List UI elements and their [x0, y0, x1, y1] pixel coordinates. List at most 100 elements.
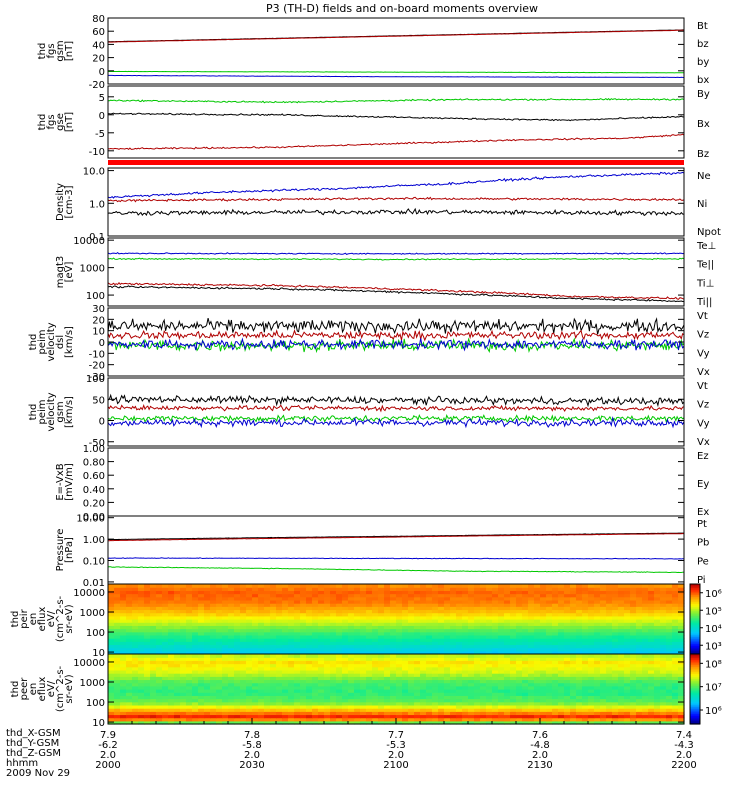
colorbar-cell — [690, 706, 700, 709]
spectrogram-cell — [108, 603, 115, 607]
spectrogram-cell — [348, 612, 355, 617]
spectrogram-cell — [558, 657, 565, 661]
spectrogram-cell — [294, 692, 301, 696]
spectrogram-cell — [576, 622, 583, 626]
spectrogram-cell — [414, 679, 421, 684]
spectrogram-cell — [570, 584, 577, 588]
spectrogram-cell — [618, 708, 625, 712]
spectrogram-cell — [402, 698, 409, 703]
spectrogram-cell — [150, 631, 157, 636]
spectrogram-cell — [582, 606, 589, 611]
spectrogram-cell — [246, 619, 253, 623]
spectrogram-cell — [174, 622, 181, 626]
spectrogram-cell — [498, 669, 505, 674]
series-line-Bx — [107, 112, 685, 122]
spectrogram-cell — [438, 720, 445, 725]
spectrogram-cell — [186, 676, 193, 681]
spectrogram-cell — [360, 660, 367, 665]
spectrogram-cell — [564, 606, 571, 611]
spectrogram-cell — [366, 628, 373, 633]
spectrogram-cell — [480, 625, 487, 630]
spectrogram-cell — [120, 615, 127, 620]
spectrogram-cell — [306, 609, 313, 614]
spectrogram-cell — [522, 682, 529, 687]
spectrogram-cell — [456, 593, 463, 598]
spectrogram-cell — [420, 682, 427, 687]
spectrogram-cell — [582, 628, 589, 633]
spectrogram-cell — [432, 660, 439, 665]
spectrogram-cell — [432, 720, 439, 725]
spectrogram-cell — [444, 650, 451, 655]
spectrogram-cell — [282, 584, 289, 588]
spectrogram-cell — [342, 609, 349, 614]
spectrogram-cell — [108, 701, 115, 706]
spectrogram-cell — [462, 657, 469, 661]
spectrogram-cell — [216, 631, 223, 636]
spectrogram-cell — [300, 641, 307, 646]
spectrogram-cell — [384, 676, 391, 681]
spectrogram-cell — [294, 676, 301, 681]
spectrogram-cell — [492, 650, 499, 655]
spectrogram-cell — [594, 669, 601, 674]
spectrogram-cell — [198, 596, 205, 601]
spectrogram-cell — [222, 676, 229, 681]
spectrogram-cell — [150, 666, 157, 671]
spectrogram-cell — [450, 666, 457, 671]
spectrogram-cell — [600, 663, 607, 668]
spectrogram-cell — [306, 634, 313, 639]
spectrogram-cell — [462, 704, 469, 709]
spectrogram-cell — [636, 615, 643, 620]
spectrogram-cell — [360, 698, 367, 703]
spectrogram-cell — [378, 689, 385, 693]
spectrogram-cell — [630, 647, 637, 652]
spectrogram-cell — [492, 599, 499, 604]
spectrogram-cell — [342, 695, 349, 700]
spectrogram-cell — [240, 612, 247, 617]
spectrogram-cell — [510, 615, 517, 620]
spectrogram-cell — [276, 669, 283, 674]
spectrogram-cell — [366, 622, 373, 626]
spectrogram-cell — [528, 704, 535, 709]
spectrogram-cell — [240, 634, 247, 639]
spectrogram-cell — [582, 641, 589, 646]
spectrogram-cell — [486, 622, 493, 626]
spectrogram-cell — [492, 695, 499, 700]
spectrogram-cell — [552, 720, 559, 725]
spectrogram-cell — [576, 644, 583, 649]
spectrogram-cell — [324, 673, 331, 677]
spectrogram-cell — [312, 587, 319, 591]
spectrogram-cell — [468, 669, 475, 674]
spectrogram-cell — [558, 676, 565, 681]
spectrogram-cell — [204, 663, 211, 668]
spectrogram-cell — [480, 644, 487, 649]
spectrogram-cell — [390, 596, 397, 601]
spectrogram-cell — [420, 609, 427, 614]
spectrogram-cell — [624, 666, 631, 671]
spectrogram-cell — [360, 606, 367, 611]
colorbar-cell — [690, 594, 700, 597]
spectrogram-cell — [396, 615, 403, 620]
series-line-Bz — [107, 133, 685, 151]
spectrogram-cell — [462, 679, 469, 684]
spectrogram-cell — [492, 717, 499, 722]
spectrogram-cell — [510, 625, 517, 630]
y-tick-label: 100 — [86, 291, 105, 302]
spectrogram-cell — [630, 650, 637, 655]
y-axis-label: peim — [37, 399, 48, 424]
spectrogram-cell — [546, 650, 553, 655]
spectrogram-cell — [546, 689, 553, 693]
spectrogram-cell — [570, 669, 577, 674]
spectrogram-cell — [426, 654, 433, 658]
spectrogram-cell — [108, 647, 115, 652]
spectrogram-cell — [462, 628, 469, 633]
spectrogram-cell — [162, 657, 169, 661]
spectrogram-cell — [420, 663, 427, 668]
spectrogram-cell — [618, 657, 625, 661]
spectrogram-cell — [180, 682, 187, 687]
spectrogram-cell — [618, 682, 625, 687]
spectrogram-cell — [492, 720, 499, 725]
spectrogram-cell — [216, 612, 223, 617]
spectrogram-cell — [636, 644, 643, 649]
spectrogram-cell — [228, 625, 235, 630]
spectrogram-cell — [414, 711, 421, 716]
